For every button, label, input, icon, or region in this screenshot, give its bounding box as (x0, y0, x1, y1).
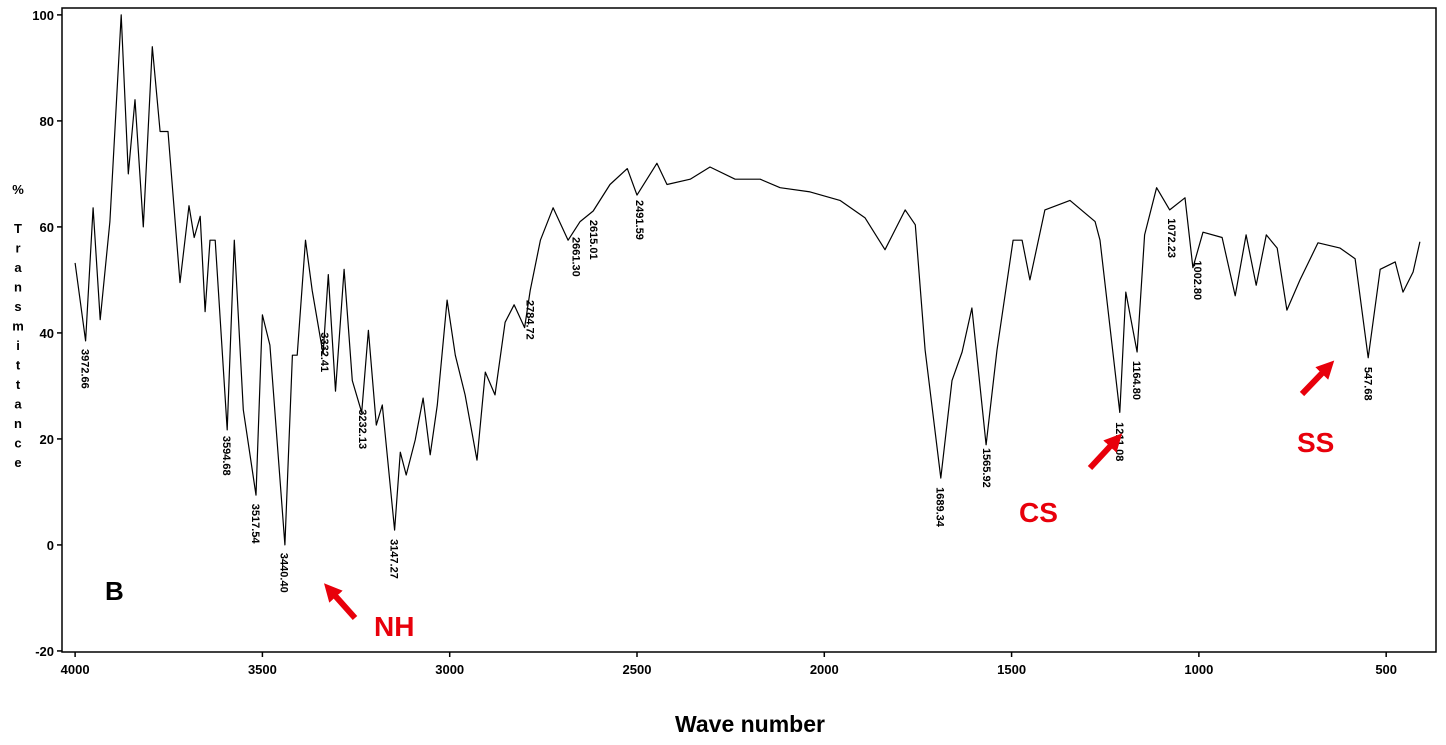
x-tick-label: 1000 (1184, 662, 1213, 677)
y-tick-label: 0 (47, 538, 54, 553)
peak-label: 2661.30 (570, 237, 582, 277)
peak-label: 547.68 (1361, 367, 1373, 401)
arrow (1299, 360, 1335, 397)
arrow (1087, 433, 1123, 471)
x-tick-label: 3500 (248, 662, 277, 677)
peak-label: 3517.54 (249, 504, 261, 545)
y-tick-label: 80 (40, 114, 54, 129)
peak-label: 1689.34 (934, 487, 946, 528)
peak-label: 1164.80 (1130, 361, 1142, 400)
peak-label: 3332.41 (318, 332, 330, 372)
x-tick-label: 500 (1375, 662, 1397, 677)
y-tick-label: 40 (40, 326, 54, 341)
peak-label: 1072.23 (1165, 218, 1177, 258)
spectrum-line (74, 14, 1421, 546)
y-tick-label: 60 (40, 220, 54, 235)
x-axis-label: Wave number (675, 711, 825, 737)
peak-label: 3594.68 (220, 436, 232, 476)
peak-label: 1002.80 (1191, 260, 1203, 300)
x-tick-label: 2500 (623, 662, 652, 677)
annotation: B (105, 576, 124, 606)
x-tick-label: 1500 (997, 662, 1026, 677)
peak-label: 3232.13 (356, 409, 368, 449)
x-tick-label: 4000 (61, 662, 90, 677)
peak-label: 2491.59 (633, 200, 645, 240)
y-tick-label: 20 (40, 432, 54, 447)
peak-label: 1565.92 (980, 448, 992, 488)
annotation: CS (1019, 497, 1058, 528)
annotation: NH (374, 611, 414, 642)
arrow (324, 583, 358, 620)
x-tick-label: 3000 (435, 662, 464, 677)
annotation: SS (1297, 427, 1334, 458)
y-tick-label: -20 (35, 644, 54, 659)
peak-label: 3147.27 (388, 539, 400, 579)
peak-label: 2615.01 (587, 220, 599, 260)
x-tick-label: 2000 (810, 662, 839, 677)
y-tick-label: 100 (32, 8, 54, 23)
peak-label: 3440.40 (278, 553, 290, 593)
peak-label: 2784.72 (523, 300, 535, 340)
peak-label: 3972.66 (78, 349, 90, 389)
plot-frame (61, 7, 1437, 653)
